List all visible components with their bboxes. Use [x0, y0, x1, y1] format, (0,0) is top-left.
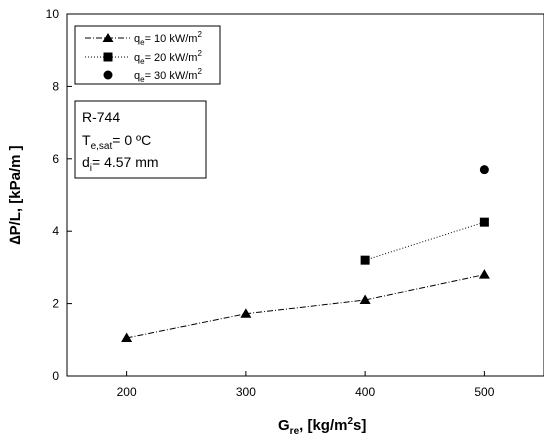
x-tick-label: 300 [236, 385, 256, 399]
y-tick-label: 10 [46, 7, 60, 21]
series-1-point [359, 294, 371, 304]
y-axis-title: ∆P/L, [kPa/m ] [7, 145, 24, 244]
series-2-line [364, 221, 485, 261]
condition-refrigerant: R-744 [82, 109, 120, 125]
y-tick-label: 8 [52, 79, 59, 93]
series-1-point [478, 269, 490, 279]
series-marks [121, 165, 490, 342]
series-1-line [126, 274, 485, 339]
legend-marker-series-1 [102, 33, 114, 42]
legend-box [74, 25, 221, 85]
condition-box-frame [74, 100, 207, 179]
legend: qe= 10 kW/m2 qe= 20 kW/m2 qe= 30 kW/m2 [74, 25, 221, 85]
y-tick-label: 4 [52, 224, 59, 238]
x-tick-label: 500 [474, 385, 494, 399]
x-tick-label: 400 [355, 385, 375, 399]
series-1-point [121, 332, 133, 342]
ticks: 200 300 400 500 0 2 4 6 8 10 [46, 7, 495, 399]
y-tick-label: 2 [52, 297, 59, 311]
y-tick-label: 0 [52, 369, 59, 383]
legend-marker-series-2 [103, 52, 113, 62]
legend-label-series-1: qe= 10 kW/m2 [134, 30, 202, 47]
condition-saturation-temperature: Te,sat= 0 ºC [82, 132, 151, 152]
legend-marker-series-3 [103, 70, 113, 80]
legend-label-series-2: qe= 20 kW/m2 [134, 49, 202, 66]
plot-area [66, 13, 544, 377]
series-lines [126, 221, 485, 339]
y-tick-label: 6 [52, 152, 59, 166]
series-1-point [240, 308, 252, 318]
series-2-point [360, 255, 370, 265]
condition-box: R-744 Te,sat= 0 ºC di= 4.57 mm [74, 100, 207, 179]
x-tick-label: 200 [117, 385, 137, 399]
x-axis-title: Gre, [kg/m2s] [278, 416, 366, 437]
legend-label-series-3: qe= 30 kW/m2 [134, 67, 202, 84]
series-2-point [479, 217, 489, 227]
condition-inner-diameter: di= 4.57 mm [82, 154, 159, 174]
series-3-point [479, 165, 489, 175]
